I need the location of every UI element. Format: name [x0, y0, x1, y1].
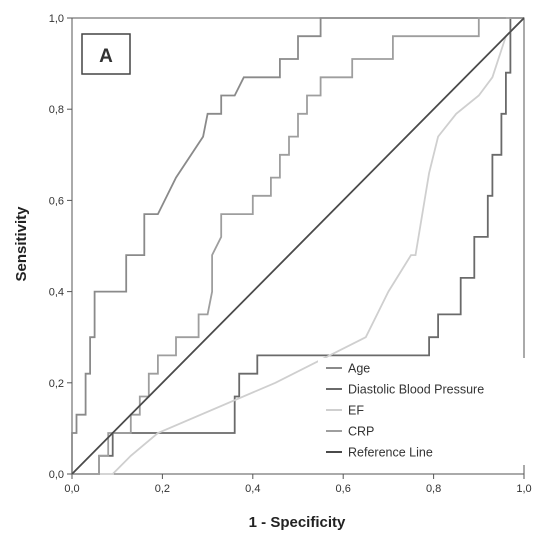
plot-frame	[71, 17, 525, 475]
y-tick-label: 0,4	[49, 287, 64, 299]
series-line-diastolic-blood-pressure	[72, 17, 524, 475]
y-tick-label: 0,2	[49, 378, 64, 390]
legend-background	[318, 358, 528, 465]
legend-label: Age	[348, 362, 370, 376]
x-tick-label: 0,8	[426, 483, 441, 495]
y-tick-label: 1,0	[49, 13, 64, 25]
y-tick-label: 0,6	[49, 195, 64, 207]
x-tick-label: 0,0	[64, 483, 79, 495]
x-tick-label: 0,2	[155, 483, 170, 495]
series-line-ef	[72, 17, 525, 475]
series-line-reference-line	[71, 17, 525, 475]
legend-label: CRP	[348, 425, 374, 439]
series-line-age	[71, 17, 506, 474]
legend-label: EF	[348, 404, 364, 418]
x-tick-label: 0,6	[336, 483, 351, 495]
legend-label: Reference Line	[348, 446, 433, 460]
x-tick-label: 0,4	[245, 483, 260, 495]
y-axis-title: Sensitivity	[13, 206, 30, 282]
panel-label-box	[81, 33, 131, 75]
labels: A 1 - Specificity Sensitivity	[13, 33, 346, 531]
legend-label: Diastolic Blood Pressure	[348, 383, 484, 397]
legend: Age Diastolic Blood Pressure EF CRP Referenc…	[318, 358, 528, 465]
x-tick-label: 1,0	[516, 483, 531, 495]
axes: 0,0 0,2 0,4 0,6 0,8 1,0 0,0 0,2 0,4 0,6 0,8 1,0	[49, 13, 532, 495]
y-tick-label: 0,8	[49, 104, 64, 116]
panel-label: A	[99, 46, 113, 67]
series-line-crp	[72, 17, 524, 475]
series-lines	[71, 17, 525, 475]
y-tick-label: 0,0	[49, 469, 64, 481]
x-axis-title: 1 - Specificity	[249, 514, 346, 531]
